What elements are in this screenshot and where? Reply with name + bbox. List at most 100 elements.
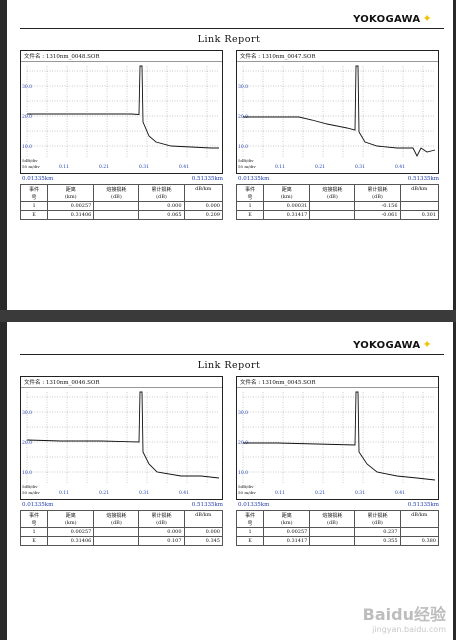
splice-cell — [309, 536, 356, 546]
table-header-cell: (km) — [47, 519, 95, 528]
file-name: 文件名 : 1310nm_0046.SOR — [24, 380, 100, 386]
file-name-divider — [237, 61, 438, 62]
table-header-cell: 号 — [19, 193, 49, 202]
cumulative-cell: 0.000 — [138, 527, 185, 537]
x-tick-label: 0.21 — [315, 490, 325, 496]
event-cell: E — [235, 536, 265, 546]
table-header-cell: dB/km — [183, 184, 224, 193]
dbkm-cell: 0.301 — [399, 210, 440, 220]
table-row: E 0.31406 0.107 0.345 — [19, 536, 224, 546]
trace-frame: 文件名 : 1310nm_0047.SOR 30.0 20.0 10.0 0.11 0.2… — [236, 50, 439, 174]
distance-cell: 0.00031 — [263, 201, 311, 211]
event-cell: E — [235, 210, 265, 220]
report-page: YOKOGAWA ✦ Link Report 文件名 : 1310nm_0046.SO… — [14, 334, 444, 634]
splice-cell — [309, 527, 356, 537]
y-tick-label: 10.0 — [238, 144, 248, 150]
table-row: 1 0.00257 0.237 — [235, 527, 440, 537]
table-row: 1 0.00257 0.000 0.000 — [19, 527, 224, 537]
event-cell: 1 — [19, 201, 49, 211]
table-header-row: 事件 距离 熔接损耗 累计损耗 dB/km — [19, 184, 224, 193]
table-header-cell: 事件 — [19, 510, 49, 519]
range-end: 0.51335km — [191, 502, 223, 508]
header-rule — [20, 354, 444, 355]
table-header-cell: 距离 — [47, 510, 95, 519]
table-header-cell: 号 — [235, 519, 265, 528]
table-header-cell: 累计损耗 — [138, 184, 185, 193]
scale-m-label: 50 m/div — [238, 164, 256, 169]
table-header-cell: (dB) — [309, 193, 356, 202]
table-header-cell — [399, 519, 440, 528]
otdr-trace-line — [27, 65, 219, 149]
otdr-trace-line — [243, 391, 436, 481]
range-start: 0.01335km — [238, 176, 270, 182]
splice-cell — [93, 536, 140, 546]
dbkm-cell — [399, 527, 440, 537]
x-tick-label: 0.11 — [59, 164, 69, 170]
distance-cell: 0.31417 — [263, 210, 311, 220]
table-row: E 0.31417 -0.061 0.301 — [235, 210, 440, 220]
dbkm-cell — [399, 201, 440, 211]
otdr-trace-line — [243, 65, 436, 158]
x-tick-label: 0.41 — [395, 164, 405, 170]
distance-cell: 0.31417 — [263, 536, 311, 546]
file-name-divider — [21, 387, 222, 388]
dbkm-cell: 0.000 — [183, 201, 224, 211]
x-tick-label: 0.11 — [275, 490, 285, 496]
table-row: E 0.31406 0.065 0.209 — [19, 210, 224, 220]
splice-cell — [93, 210, 140, 220]
table-header-cell: (dB) — [93, 519, 140, 528]
watermark: Baidu经验 jingyan.baidu.com — [363, 601, 446, 634]
x-tick-label: 0.21 — [315, 164, 325, 170]
event-cell: 1 — [19, 527, 49, 537]
trace-frame: 文件名 : 1310nm_0046.SOR 30.0 20.0 10.0 0.11 0.2… — [20, 376, 223, 500]
table-header-row: 事件 距离 熔接损耗 累计损耗 dB/km — [235, 184, 440, 193]
scale-db-label: 5dB/div — [238, 158, 254, 163]
event-cell: E — [19, 210, 49, 220]
table-header-cell: 距离 — [263, 184, 311, 193]
table-header-cell: (dB) — [354, 193, 401, 202]
y-tick-label: 10.0 — [22, 470, 32, 476]
range-end: 0.51335km — [407, 176, 439, 182]
x-tick-label: 0.21 — [99, 164, 109, 170]
dbkm-cell: 0.209 — [183, 210, 224, 220]
x-tick-label: 0.31 — [139, 164, 149, 170]
y-tick-label: 20.0 — [22, 114, 32, 120]
table-header-cell: (dB) — [93, 193, 140, 202]
star-icon: ✦ — [422, 12, 432, 25]
scale-db-label: 5dB/div — [22, 158, 38, 163]
x-tick-label: 0.11 — [275, 164, 285, 170]
trace-frame: 文件名 : 1310nm_0048.SOR 30.0 20.0 10.0 0.11 0.2… — [20, 50, 223, 174]
table-row: E 0.31417 0.355 0.380 — [235, 536, 440, 546]
table-header-cell: 距离 — [47, 184, 95, 193]
table-header-cell: dB/km — [183, 510, 224, 519]
splice-cell — [309, 210, 356, 220]
table-header-row: 事件 距离 熔接损耗 累计损耗 dB/km — [235, 510, 440, 519]
splice-cell — [93, 201, 140, 211]
table-header-cell: (km) — [47, 193, 95, 202]
scale-db-label: 5dB/div — [238, 484, 254, 489]
x-tick-label: 0.31 — [355, 490, 365, 496]
table-header-cell: 累计损耗 — [354, 510, 401, 519]
table-header-cell: (km) — [263, 193, 311, 202]
dbkm-cell: 0.345 — [183, 536, 224, 546]
cumulative-cell: -0.061 — [354, 210, 401, 220]
cumulative-cell: 0.355 — [354, 536, 401, 546]
table-header-cell: dB/km — [399, 510, 440, 519]
report-title: Link Report — [197, 360, 261, 371]
table-header-cell: 累计损耗 — [138, 510, 185, 519]
table-header-cell — [399, 193, 440, 202]
logo-text: YOKOGAWA — [353, 14, 421, 25]
x-tick-label: 0.31 — [355, 164, 365, 170]
scale-m-label: 50 m/div — [22, 490, 40, 495]
distance-cell: 0.31406 — [47, 210, 95, 220]
y-tick-label: 10.0 — [22, 144, 32, 150]
table-header-cell: 熔接损耗 — [309, 184, 356, 193]
table-header-cell: 事件 — [19, 184, 49, 193]
table-header-row: 号 (km) (dB) (dB) — [19, 519, 224, 528]
event-cell: 1 — [235, 527, 265, 537]
table-header-cell — [183, 519, 224, 528]
